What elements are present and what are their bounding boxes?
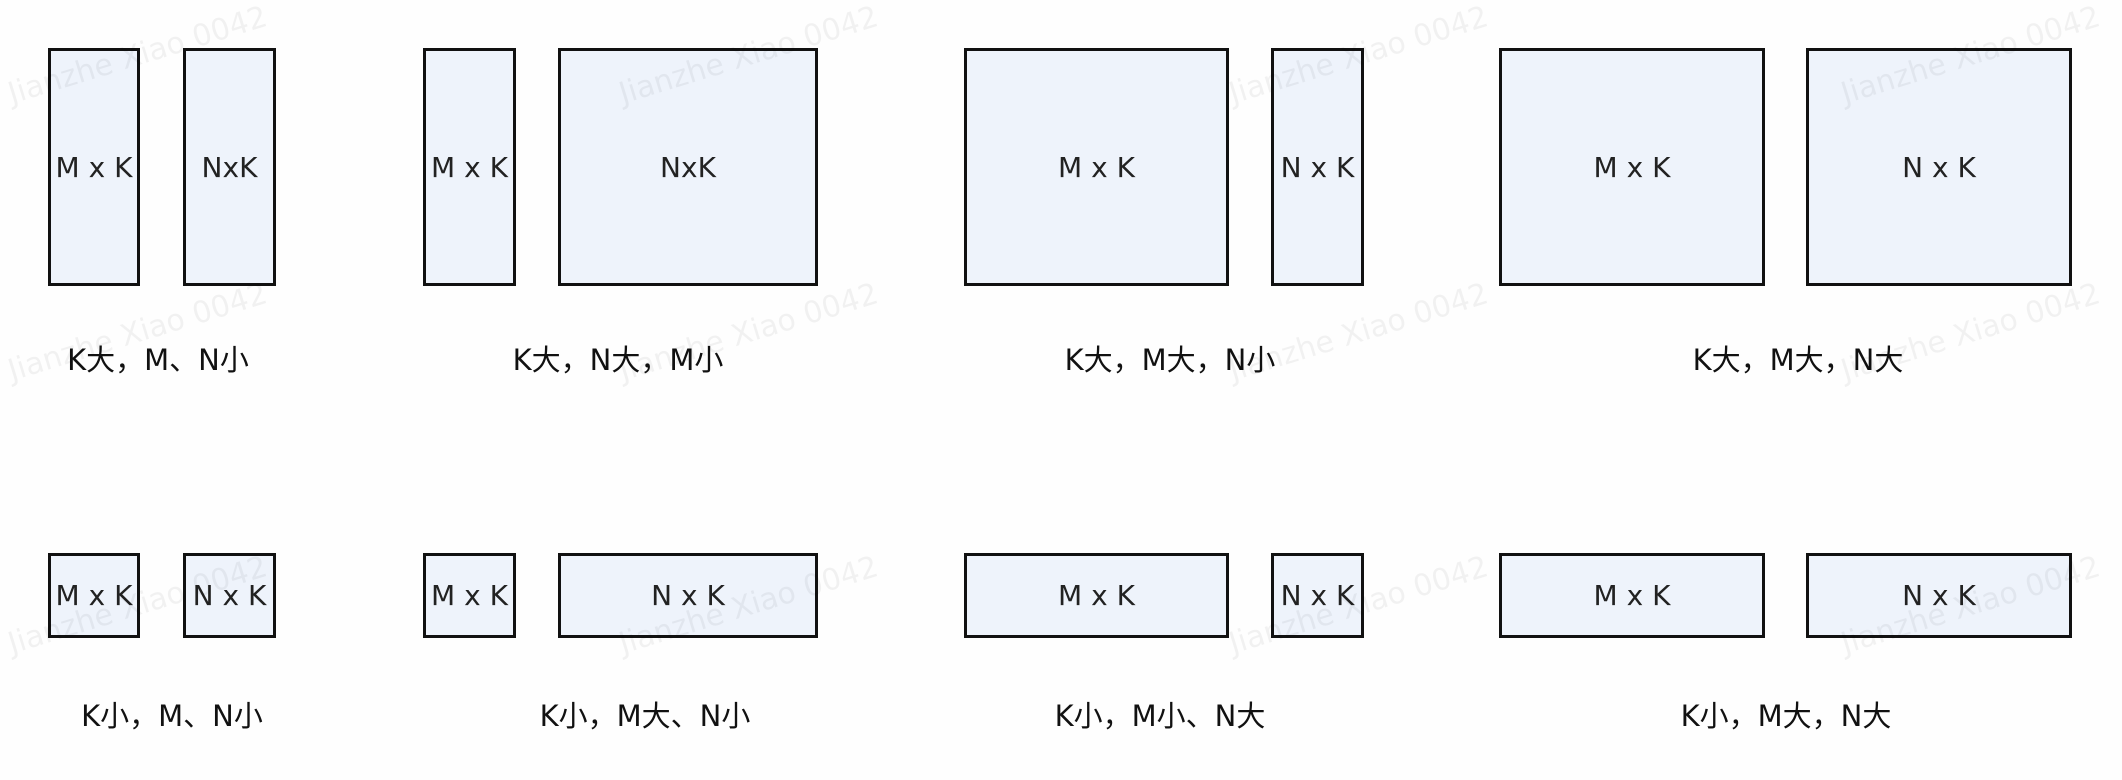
matrix-m-by-k: M x K — [1499, 48, 1765, 286]
matrix-m-by-k: M x K — [48, 48, 140, 286]
matrix-m-by-k: M x K — [423, 48, 516, 286]
matrix-n-by-k: NxK — [558, 48, 818, 286]
matrix-m-by-k: M x K — [964, 553, 1229, 638]
matrix-n-by-k: NxK — [183, 48, 276, 286]
case-caption: K小，M大、N小 — [539, 699, 751, 733]
matrix-m-by-k: M x K — [423, 553, 516, 638]
matrix-n-by-k: N x K — [183, 553, 276, 638]
case-caption: K大，M大，N小 — [1064, 343, 1276, 377]
case-caption: K大，M、N小 — [67, 343, 249, 377]
matrix-m-by-k: M x K — [48, 553, 140, 638]
matrix-n-by-k: N x K — [1271, 553, 1364, 638]
case-caption: K大，N大，M小 — [512, 343, 724, 377]
matrix-n-by-k: N x K — [558, 553, 818, 638]
matrix-m-by-k: M x K — [1499, 553, 1765, 638]
matrix-n-by-k: N x K — [1271, 48, 1364, 286]
matrix-n-by-k: N x K — [1806, 553, 2072, 638]
case-caption: K大，M大，N大 — [1692, 343, 1904, 377]
case-caption: K小，M、N小 — [81, 699, 263, 733]
case-caption: K小，M小、N大 — [1054, 699, 1266, 733]
matrix-n-by-k: N x K — [1806, 48, 2072, 286]
case-caption: K小，M大，N大 — [1680, 699, 1892, 733]
matrix-m-by-k: M x K — [964, 48, 1229, 286]
